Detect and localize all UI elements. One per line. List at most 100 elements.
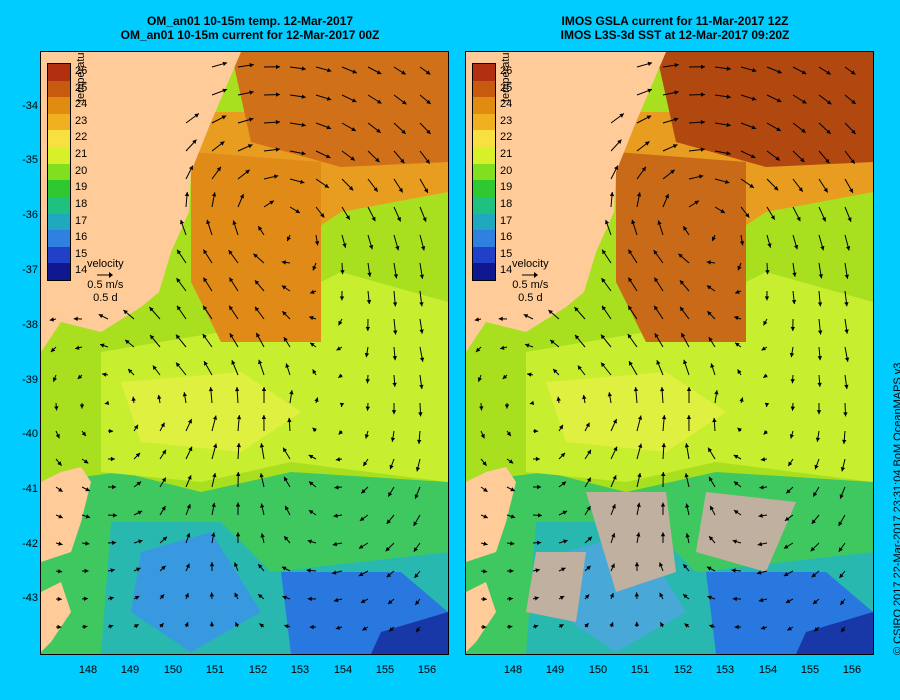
legend-label: 15 (500, 247, 513, 260)
current-vector-head (846, 246, 851, 251)
current-vector-head (698, 174, 704, 179)
current-vector-head (188, 446, 193, 452)
current-vector-head (84, 568, 89, 574)
current-vector-head (234, 592, 239, 598)
current-vector-head (838, 521, 843, 526)
current-vector-head (123, 310, 128, 315)
warm-eddy-zone (546, 372, 726, 452)
current-vector-head (508, 596, 513, 601)
current-vector-head (619, 113, 624, 118)
current-vector-head (425, 159, 430, 164)
current-vector-head (684, 473, 689, 478)
current-vector-head (287, 417, 292, 423)
current-vector-head (657, 220, 662, 225)
current-vector-head (308, 455, 314, 459)
latitude-tick-label: -43 (22, 592, 38, 604)
cloud-mask (586, 492, 676, 592)
current-vector-head (386, 519, 391, 524)
current-vector-head (258, 226, 263, 231)
current-vector-head (574, 307, 579, 312)
current-vector-head (312, 427, 317, 433)
current-vector-head (388, 492, 393, 497)
right-panel-title: IMOS GSLA current for 11-Mar-2017 12Z IM… (455, 14, 895, 42)
current-vector-head (757, 570, 762, 575)
current-vector-head (229, 333, 234, 338)
current-vector-head (654, 333, 659, 338)
current-vector-head (482, 461, 487, 466)
current-vector-head (283, 337, 288, 342)
current-vector-head (208, 387, 214, 392)
current-vector-head (706, 285, 712, 290)
current-vector-head (236, 415, 242, 420)
current-vector-head (605, 219, 610, 225)
current-vector-head (58, 514, 63, 519)
current-vector-head (638, 443, 643, 448)
legend-label: 21 (75, 148, 88, 161)
legend-label: 25 (75, 81, 88, 94)
current-vector-head (235, 387, 240, 392)
current-vector-head (175, 334, 181, 340)
coldest-core (371, 612, 448, 654)
current-vector-head (109, 596, 114, 601)
current-vector-head (194, 113, 199, 118)
current-vector-head (159, 594, 165, 599)
legend-label: 22 (500, 131, 513, 144)
current-vector-head (421, 246, 426, 251)
current-vector-head (388, 599, 393, 604)
current-vector-head (636, 532, 641, 537)
current-vector-head (79, 404, 85, 409)
current-vector-head (58, 541, 63, 546)
left-title-line1: OM_an01 10-15m temp. 12-Mar-2017 (146, 14, 354, 28)
legend-swatch (473, 213, 495, 231)
current-vector-head (259, 443, 265, 448)
legend-label: 18 (500, 197, 513, 210)
tasmania-coast (41, 582, 71, 652)
current-vector-head (236, 443, 241, 448)
current-vector-head (261, 387, 267, 391)
legend-label: 16 (500, 231, 513, 244)
current-vector-head (256, 332, 261, 338)
current-vector-head (760, 457, 766, 462)
legend-swatch (473, 80, 495, 98)
current-vector-head (758, 513, 763, 518)
current-vector-head (602, 305, 607, 311)
current-vector-head (818, 274, 823, 279)
current-vector-head (631, 219, 636, 225)
current-vector-head (373, 187, 378, 192)
current-vector-head (674, 63, 679, 68)
current-vector-head (482, 596, 487, 602)
current-vector-head (369, 244, 374, 250)
velocity-key: velocity 0.5 m/s 0.5 d (512, 258, 549, 305)
hottest-zone (656, 52, 873, 167)
current-vector-head (607, 392, 612, 397)
cold-core (131, 532, 261, 652)
current-vector-head (138, 539, 143, 544)
current-vector-head (365, 406, 370, 411)
current-vector-head (284, 624, 289, 629)
warm-eddy-zone (121, 372, 301, 452)
longitude-tick-label: 151 (630, 664, 650, 676)
current-vector-head (401, 100, 407, 105)
current-vector-head (680, 306, 685, 312)
current-vector-head (212, 415, 218, 420)
current-vector-head (758, 597, 764, 603)
current-vector-head (560, 452, 566, 458)
current-vector-head (285, 505, 289, 511)
current-vector-head (653, 250, 658, 255)
current-vector-head (706, 260, 711, 265)
current-vector-head (683, 226, 688, 231)
current-vector-head (282, 595, 287, 600)
latitude-tick-label: -38 (22, 319, 38, 331)
legend-label: 20 (500, 164, 513, 177)
current-vector-head (601, 362, 606, 367)
current-vector-head (425, 70, 431, 75)
current-vector-head (295, 209, 300, 213)
current-vector-head (614, 165, 618, 171)
current-vector-head (550, 339, 555, 345)
current-vector-head (609, 192, 615, 197)
latitude-tick-label: -40 (22, 428, 38, 440)
current-vector-head (112, 484, 117, 490)
current-vector-head (817, 382, 822, 387)
current-vector-head (152, 365, 157, 370)
legend-swatch (473, 230, 495, 248)
